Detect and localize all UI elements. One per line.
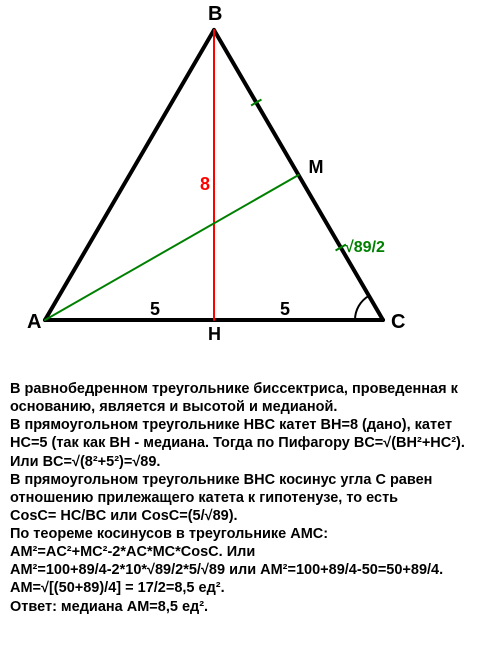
svg-text:5: 5	[280, 299, 290, 319]
svg-text:M: M	[309, 157, 324, 177]
svg-text:A: A	[27, 311, 41, 333]
explanation-line: В прямоугольном треугольнике BHC косинус…	[10, 471, 490, 507]
explanation-line: AM²=AC²+MC²-2*AC*MC*CosC. Или	[10, 543, 490, 561]
svg-text:B: B	[208, 3, 222, 25]
svg-text:8: 8	[200, 174, 210, 194]
explanation-line: По теореме косинусов в треугольнике AMC:	[10, 525, 490, 543]
explanation-line: В прямоугольном треугольнике HBC катет B…	[10, 416, 490, 452]
explanation-line: AM²=100+89/4-2*10*√89/2*5/√89 или AM²=10…	[10, 561, 490, 579]
svg-text:5: 5	[150, 299, 160, 319]
explanation-line: Ответ: медиана AM=8,5 ед².	[10, 598, 490, 616]
explanation-line: В равнобедренном треугольнике биссектрис…	[10, 380, 490, 416]
svg-text:H: H	[208, 324, 221, 344]
explanation-text: В равнобедренном треугольнике биссектрис…	[10, 380, 490, 616]
triangle-diagram: A B C H M 8 5 5 √89/2	[0, 0, 500, 380]
svg-text:C: C	[391, 311, 405, 333]
explanation-line: Или BC=√(8²+5²)=√89.	[10, 453, 490, 471]
explanation-line: AM=√[(50+89)/4] = 17/2=8,5 ед².	[10, 579, 490, 597]
svg-text:√89/2: √89/2	[345, 239, 385, 256]
explanation-line: CosC= HC/BC или CosC=(5/√89).	[10, 507, 490, 525]
